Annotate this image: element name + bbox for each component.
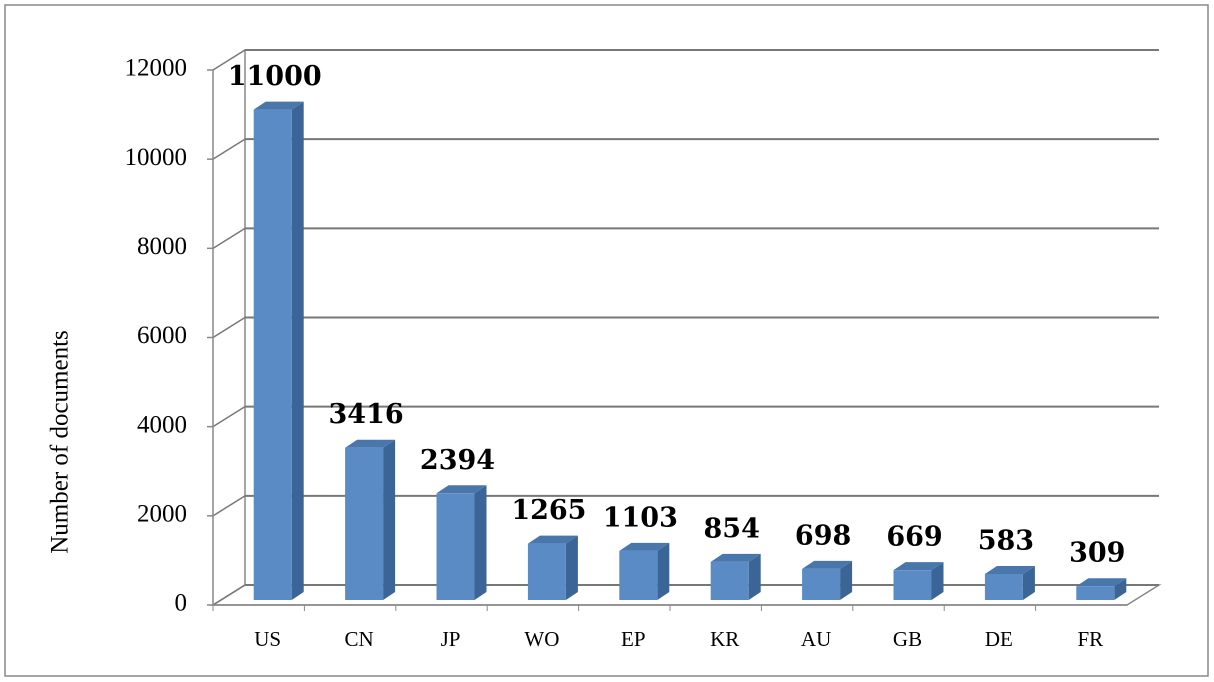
bar-side (383, 439, 396, 600)
value-label: 583 (978, 526, 1034, 557)
grid-line-side (212, 584, 246, 606)
bar (802, 560, 853, 600)
y-axis-title: Number of documents (47, 330, 74, 554)
x-tick-label: US (254, 627, 281, 651)
x-tick-label: CN (345, 627, 374, 651)
bar-side (565, 535, 578, 600)
y-tick-label: 2000 (137, 501, 187, 528)
bar-top (802, 560, 853, 569)
y-tick-label: 12000 (125, 55, 188, 82)
bar (527, 535, 578, 600)
bar-front (984, 574, 1023, 600)
x-tick-label: GB (893, 627, 922, 651)
grid-line-side (212, 406, 246, 428)
x-tick-label: AU (801, 627, 831, 651)
value-label: 669 (886, 522, 942, 553)
bar (984, 566, 1035, 600)
x-tick-label: EP (621, 627, 646, 651)
value-label: 1103 (603, 502, 678, 533)
y-tick-label: 6000 (137, 322, 187, 349)
y-tick-label: 0 (175, 590, 188, 617)
bar-side (474, 485, 487, 600)
bar-front (1076, 586, 1115, 600)
bar-top (710, 553, 761, 562)
x-tick-label: JP (441, 627, 461, 651)
bar (710, 553, 761, 600)
bar-top (893, 562, 944, 571)
bar-side (657, 542, 670, 600)
y-tick-label: 8000 (137, 233, 187, 260)
bar (253, 101, 304, 600)
bar-top (619, 542, 670, 551)
value-label: 698 (795, 520, 851, 551)
value-label: 1265 (511, 495, 586, 526)
bar-side (931, 562, 944, 600)
x-tick-label: DE (985, 627, 1013, 651)
bar (1076, 578, 1127, 600)
bar (619, 542, 670, 600)
bar-front (893, 570, 932, 600)
value-label: 3416 (329, 399, 404, 430)
value-label: 854 (704, 513, 760, 544)
bar-top (436, 485, 487, 494)
chart-frame (4, 4, 1209, 677)
bar (893, 562, 944, 600)
value-label: 2394 (420, 445, 495, 476)
bar-top (253, 101, 304, 110)
bar-top (345, 439, 396, 448)
bar-front (802, 568, 841, 600)
bar (436, 485, 487, 600)
x-tick-label: FR (1077, 627, 1103, 651)
grid-line-side (212, 316, 246, 339)
bar-front (619, 550, 658, 600)
value-label: 11000 (228, 61, 322, 92)
bar-side (1114, 578, 1127, 600)
grid-line-side (212, 49, 246, 71)
bar-side (1022, 566, 1035, 600)
bar-top (984, 566, 1035, 575)
bar-front (710, 561, 749, 600)
bar-side (840, 560, 853, 600)
grid-line-side (212, 495, 246, 517)
bar-top (1076, 578, 1127, 587)
bar-front (345, 447, 384, 600)
bar-top (527, 535, 578, 544)
bar-front (436, 493, 475, 600)
bar-front (527, 543, 566, 600)
bar (345, 439, 396, 600)
y-tick-label: 4000 (137, 411, 187, 438)
y-tick-label: 10000 (125, 144, 188, 171)
bar-side (291, 101, 304, 600)
value-label: 309 (1069, 538, 1125, 569)
grid-line-side (212, 138, 246, 160)
bar-front (253, 109, 292, 600)
x-tick-label: KR (710, 627, 739, 651)
x-tick-label: WO (524, 627, 559, 651)
grid-line-side (212, 227, 246, 249)
bar-side (748, 553, 761, 600)
